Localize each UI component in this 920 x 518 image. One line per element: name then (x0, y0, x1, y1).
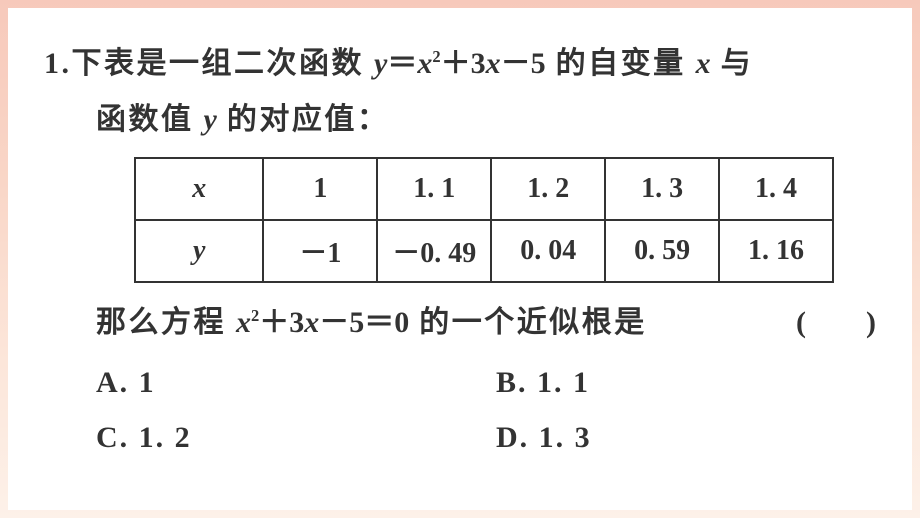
line2-pre: 函数值 (96, 103, 204, 136)
table-cell: 1. 2 (491, 158, 605, 220)
line3-pre: 那么方程 (96, 306, 236, 339)
table-cell: 1 (263, 158, 377, 220)
line1-end: 与 (711, 47, 754, 80)
value-table: x 1 1. 1 1. 2 1. 3 1. 4 y －1 －0. 49 0. 0… (134, 157, 834, 283)
eq-sup1: 2 (432, 47, 440, 66)
line-1: 1.下表是一组二次函数 y＝x2＋3x－5 的自变量 x 与 (44, 36, 876, 92)
line2-post: 的对应值： (217, 103, 390, 136)
line3-left: 那么方程 x2＋3x－5＝0 的一个近似根是 (96, 295, 647, 351)
choice-c: C. 1. 2 (96, 410, 496, 466)
eq2-plus: ＋3 (259, 306, 304, 339)
line-2: 函数值 y 的对应值： (96, 92, 876, 148)
eq-y: y (374, 47, 387, 80)
page-content: 1.下表是一组二次函数 y＝x2＋3x－5 的自变量 x 与 函数值 y 的对应… (8, 8, 912, 510)
eq2-sup: 2 (251, 306, 259, 325)
choice-b: B. 1. 1 (496, 355, 590, 411)
table-cell: 1. 3 (605, 158, 719, 220)
table-cell: －1 (263, 220, 377, 282)
eq-x2: x (486, 47, 501, 80)
line1-pre: 下表是一组二次函数 (72, 47, 375, 80)
table-cell: 1. 4 (719, 158, 833, 220)
question-line: 那么方程 x2＋3x－5＝0 的一个近似根是 ( ) (44, 295, 876, 351)
table: x 1 1. 1 1. 2 1. 3 1. 4 y －1 －0. 49 0. 0… (134, 157, 834, 283)
line1-var: x (696, 47, 711, 80)
line1-post: 的自变量 (546, 47, 696, 80)
table-row-y: y －1 －0. 49 0. 04 0. 59 1. 16 (135, 220, 833, 282)
line2-var: y (204, 103, 217, 136)
eq-x1: x (417, 47, 432, 80)
table-cell: 1. 1 (377, 158, 491, 220)
table-cell: 1. 16 (719, 220, 833, 282)
choice-d: D. 1. 3 (496, 410, 592, 466)
eq2-x1: x (236, 306, 251, 339)
choice-a: A. 1 (96, 355, 496, 411)
line-3: 那么方程 x2＋3x－5＝0 的一个近似根是 ( ) (96, 295, 876, 351)
eq2-minus: －5＝0 (319, 306, 409, 339)
problem-statement: 1.下表是一组二次函数 y＝x2＋3x－5 的自变量 x 与 函数值 y 的对应… (44, 36, 876, 147)
table-header-x: x (135, 158, 263, 220)
eq-plus1: ＋3 (441, 47, 486, 80)
choice-row-1: A. 1 B. 1. 1 (96, 355, 876, 411)
line3-post: 的一个近似根是 (409, 306, 647, 339)
problem-number: 1. (44, 47, 72, 80)
table-cell: 0. 04 (491, 220, 605, 282)
choices: A. 1 B. 1. 1 C. 1. 2 D. 1. 3 (96, 355, 876, 466)
eq2-x2: x (304, 306, 319, 339)
eq-minus1: －5 (501, 47, 546, 80)
choice-row-2: C. 1. 2 D. 1. 3 (96, 410, 876, 466)
answer-paren: ( ) (796, 295, 876, 351)
eq-eq: ＝ (387, 47, 417, 80)
table-cell: 0. 59 (605, 220, 719, 282)
table-header-y: y (135, 220, 263, 282)
table-cell: －0. 49 (377, 220, 491, 282)
table-row-x: x 1 1. 1 1. 2 1. 3 1. 4 (135, 158, 833, 220)
